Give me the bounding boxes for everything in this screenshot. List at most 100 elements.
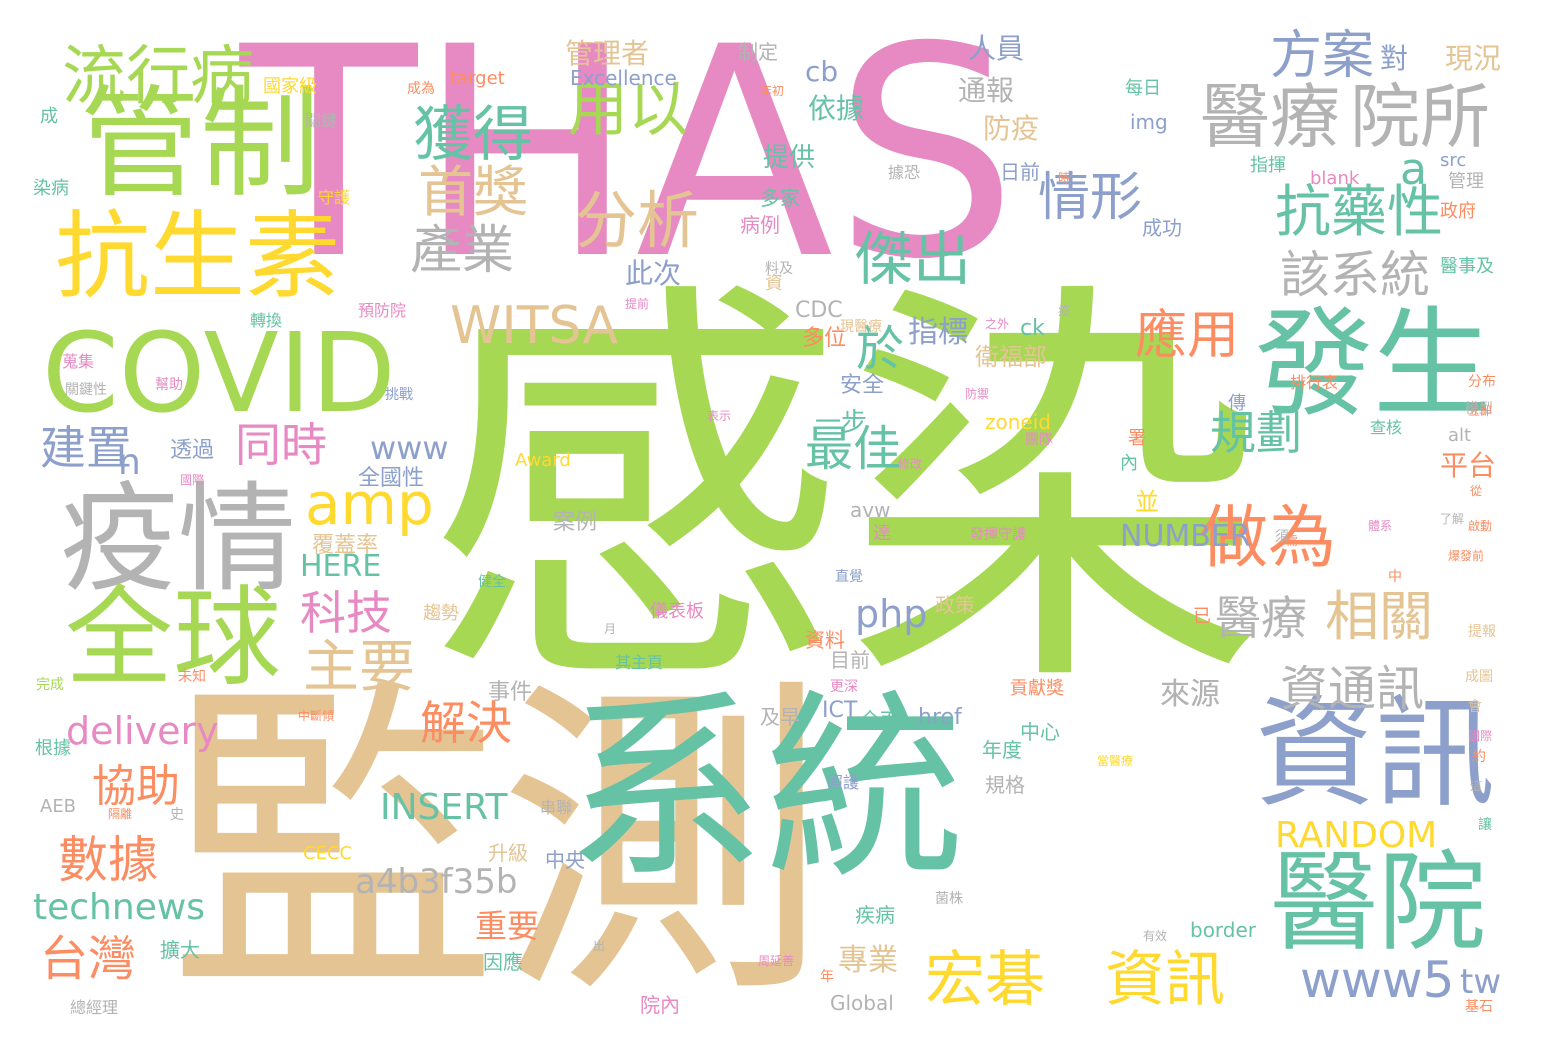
- word-6: COVID: [42, 309, 396, 437]
- word-119: 指揮: [1250, 155, 1286, 176]
- word-198: 史: [170, 807, 184, 823]
- word-17: 方案: [1270, 26, 1375, 86]
- word-74: 並: [1135, 488, 1159, 516]
- word-28: amp: [305, 470, 434, 538]
- word-27: 做為: [1200, 499, 1337, 578]
- word-19: 分析: [575, 184, 700, 257]
- word-178: 基石: [1465, 999, 1493, 1015]
- word-154: 讓: [1478, 817, 1492, 833]
- word-181: 關鍵性: [65, 382, 107, 398]
- word-188: 爆發前: [1448, 549, 1485, 563]
- word-147: 達: [873, 523, 891, 544]
- word-133: 貢獻獎: [1010, 678, 1064, 699]
- word-120: 管理: [1448, 171, 1484, 192]
- word-92: blank: [1310, 168, 1360, 189]
- word-190: 菌株: [935, 891, 963, 907]
- word-130: 預防院: [358, 301, 407, 320]
- word-164: 表示: [707, 409, 732, 423]
- word-132: 蒐集: [62, 352, 95, 371]
- word-16: 用以: [568, 75, 688, 145]
- word-169: 年: [820, 969, 834, 985]
- word-82: zoneid: [985, 410, 1051, 434]
- word-162: 提前: [625, 297, 650, 311]
- word-171: 出: [593, 939, 606, 953]
- word-166: 更深: [830, 679, 858, 695]
- word-102: 病例: [740, 213, 780, 237]
- word-167: 照護: [827, 773, 860, 792]
- word-48: 資訊: [1105, 945, 1225, 1015]
- word-191: 中斷傾: [298, 709, 335, 723]
- word-20: 抗藥性: [1275, 180, 1443, 245]
- word-150: 已: [1193, 606, 1211, 627]
- word-2: 監測: [168, 653, 828, 1037]
- word-45: technews: [33, 887, 206, 928]
- word-104: 事件: [488, 680, 533, 705]
- word-15: 獲得: [413, 100, 533, 170]
- word-186: 體系: [1368, 519, 1393, 533]
- word-117: 院內: [640, 993, 680, 1017]
- word-8: 全球: [65, 576, 282, 701]
- word-90: CDC: [795, 298, 843, 323]
- word-99: 安全: [840, 373, 885, 398]
- word-135: 來源: [1160, 677, 1220, 712]
- word-107: 資料: [805, 628, 845, 652]
- word-56: 於: [856, 321, 905, 377]
- word-59: a: [1400, 144, 1427, 195]
- word-30: 建置: [40, 421, 132, 475]
- word-124: 關鍵: [305, 111, 338, 130]
- word-193: 周延善: [758, 954, 795, 968]
- word-89: AEB: [40, 796, 77, 817]
- word-22: 產業: [410, 221, 515, 281]
- word-195: 國際: [1468, 729, 1493, 743]
- word-110: 成功: [1142, 216, 1182, 240]
- word-7: 疫情: [60, 470, 297, 608]
- word-185: 了解: [1440, 512, 1465, 526]
- word-50: tw: [1460, 962, 1502, 1002]
- word-122: 醫事及: [1440, 256, 1494, 277]
- word-69: 提供: [763, 143, 816, 173]
- word-5: 抗生素: [55, 202, 341, 312]
- word-24: 該系統: [1280, 246, 1430, 304]
- word-172: 有效: [1143, 929, 1168, 943]
- word-112: 疾病: [855, 903, 895, 927]
- word-67: 現況: [1445, 42, 1502, 75]
- word-125: 制定: [738, 40, 778, 64]
- word-184: 國際: [180, 473, 205, 487]
- word-197: 須: [1275, 529, 1289, 545]
- word-127: 染病: [33, 178, 69, 199]
- word-148: 署: [1128, 428, 1146, 449]
- word-113: 中央: [545, 848, 585, 872]
- word-145: 提報: [1468, 624, 1496, 640]
- word-42: INSERT: [380, 787, 508, 828]
- word-157: 據恐: [888, 163, 921, 182]
- word-77: 全面: [860, 708, 900, 732]
- word-47: 宏碁: [925, 945, 1045, 1015]
- word-139: 其主頁: [615, 653, 664, 672]
- word-175: 隔離: [108, 807, 133, 821]
- word-151: 傳: [1228, 393, 1246, 414]
- word-101: 多家: [760, 186, 800, 210]
- word-136: 根據: [35, 738, 71, 759]
- word-71: ck: [1020, 316, 1045, 341]
- word-49: www5: [1300, 951, 1455, 1009]
- word-143: 查核: [1370, 418, 1403, 437]
- word-54: HERE: [300, 549, 382, 584]
- word-11: 醫院: [1270, 841, 1487, 966]
- word-180: 挑戰: [385, 387, 413, 403]
- word-79: Excellence: [570, 66, 677, 90]
- word-36: php: [855, 592, 928, 636]
- word-43: 數據: [58, 831, 158, 889]
- word-201: 這: [1470, 779, 1483, 793]
- word-152: 中: [1388, 569, 1402, 585]
- word-26: 應用: [1135, 306, 1240, 366]
- word-196: 從: [1470, 484, 1483, 498]
- word-129: 式: [325, 153, 342, 172]
- word-158: 資: [765, 273, 783, 294]
- word-109: 日前: [1000, 160, 1040, 184]
- word-44: a4b3f35b: [355, 862, 518, 902]
- word-134: 及早: [760, 705, 800, 729]
- word-68: 對: [1380, 42, 1409, 75]
- word-81: 國家級: [263, 76, 317, 97]
- word-114: 升級: [488, 841, 528, 865]
- word-41: 協助: [92, 761, 180, 812]
